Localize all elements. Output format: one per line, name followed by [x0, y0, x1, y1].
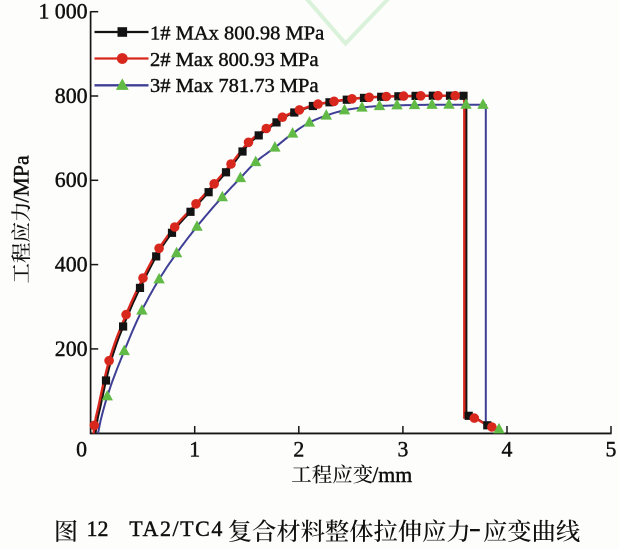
svg-text:2: 2 — [293, 437, 304, 461]
svg-text:4: 4 — [502, 437, 513, 461]
svg-text:/mm: /mm — [372, 463, 412, 487]
svg-text:1# MAx 800.98 MPa: 1# MAx 800.98 MPa — [150, 22, 324, 44]
svg-text:12: 12 — [87, 516, 109, 541]
svg-text:TA2/TC4: TA2/TC4 — [129, 516, 224, 541]
svg-text:800: 800 — [55, 84, 88, 108]
svg-text:400: 400 — [55, 253, 88, 277]
svg-text:3: 3 — [397, 437, 408, 461]
svg-text:1: 1 — [189, 437, 200, 461]
svg-text:5: 5 — [606, 437, 617, 461]
svg-text:600: 600 — [55, 168, 88, 192]
svg-text:3# Max 781.73 MPa: 3# Max 781.73 MPa — [150, 75, 319, 97]
svg-text:200: 200 — [55, 337, 88, 361]
svg-text:2# Max 800.93 MPa: 2# Max 800.93 MPa — [150, 49, 319, 71]
svg-text:0: 0 — [76, 437, 87, 461]
svg-text:/MPa: /MPa — [10, 155, 34, 203]
svg-text:1 000: 1 000 — [38, 0, 87, 24]
